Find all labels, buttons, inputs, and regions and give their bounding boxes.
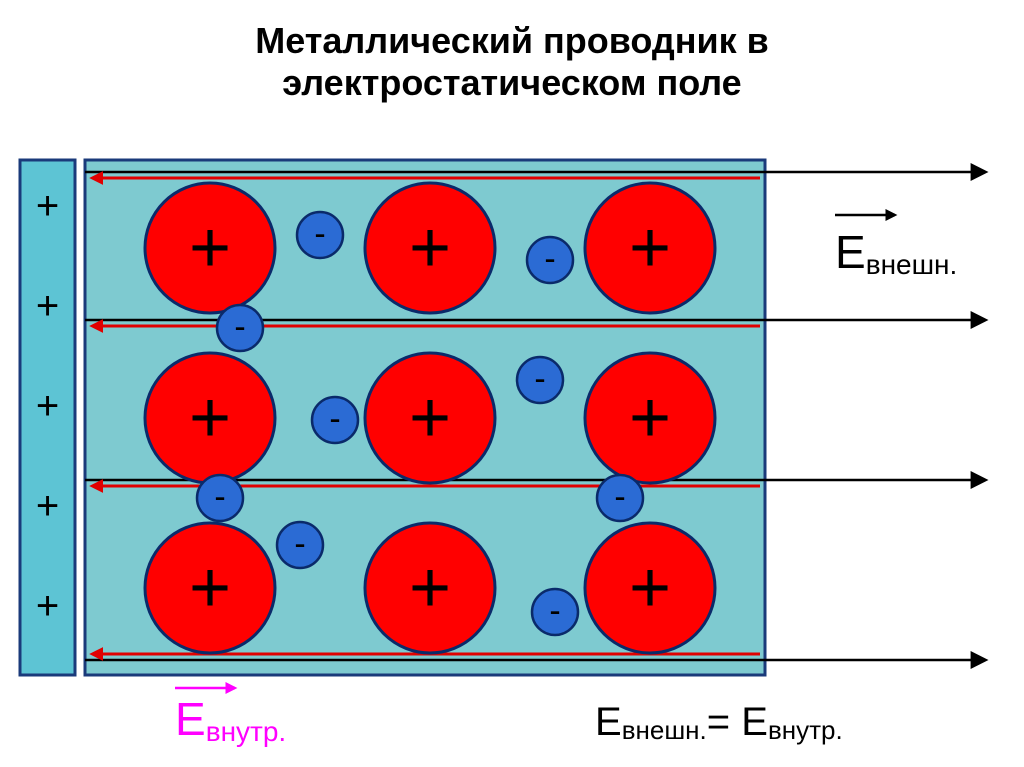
ion-plus: + [189,208,231,288]
ion-plus: + [629,208,671,288]
physics-diagram: ++++++++++++++---------Евнешн.Евнутр.Евн… [0,0,1024,767]
ion-plus: + [409,378,451,458]
plate-plus: + [36,184,59,228]
ion-plus: + [629,378,671,458]
electron-minus: - [314,215,325,253]
electron-minus: - [234,308,245,346]
plate-plus: + [36,484,59,528]
electron-minus: - [549,592,560,630]
plate-plus: + [36,384,59,428]
e-intern-label: Евнутр. [175,693,286,747]
electron-minus: - [614,478,625,516]
ion-plus: + [189,378,231,458]
electron-minus: - [214,478,225,516]
plate-plus: + [36,584,59,628]
ion-plus: + [409,548,451,628]
electron-minus: - [534,360,545,398]
ion-plus: + [409,208,451,288]
ion-plus: + [629,548,671,628]
electron-minus: - [329,400,340,438]
field-equation: Евнешн.= Евнутр. [595,700,843,745]
slide: Металлический проводник в электростатиче… [0,0,1024,767]
e-extern-label: Евнешн. [835,226,957,280]
ion-plus: + [189,548,231,628]
electron-minus: - [294,525,305,563]
plate-plus: + [36,284,59,328]
electron-minus: - [544,240,555,278]
